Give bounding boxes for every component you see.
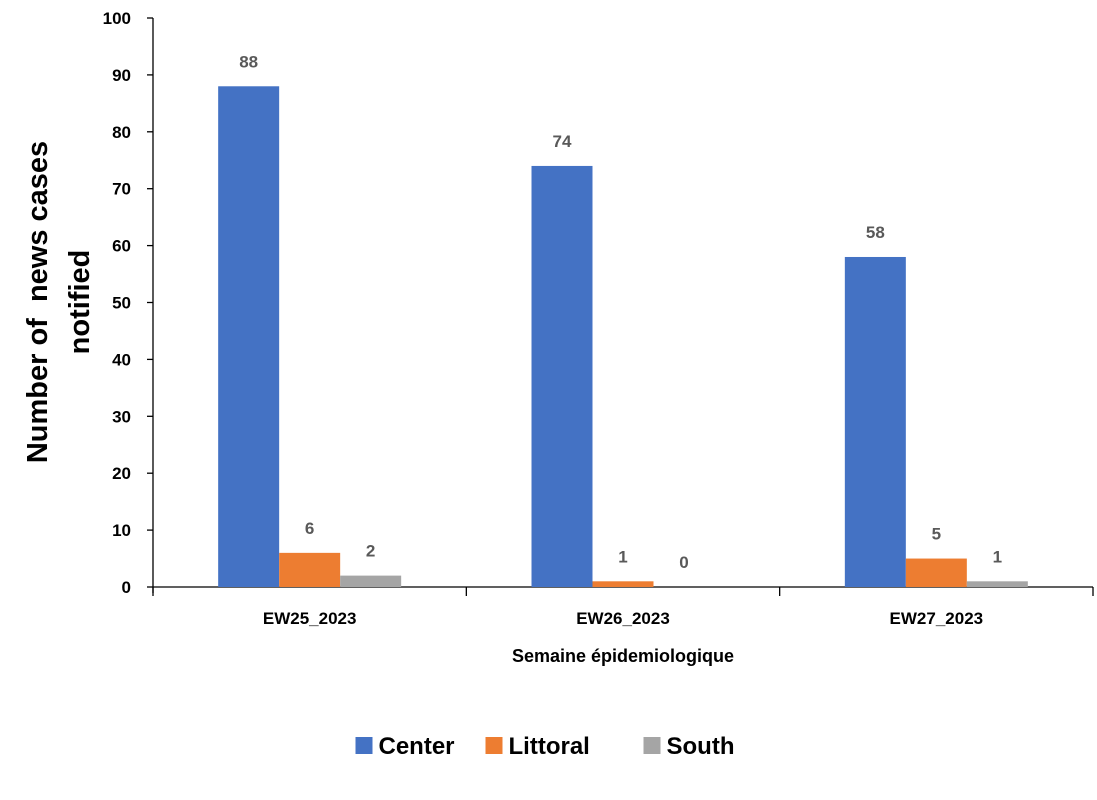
bar-center-ew26_2023	[531, 165, 593, 587]
y-tick-label: 50	[112, 294, 131, 313]
y-tick-label: 60	[112, 237, 131, 256]
bars	[218, 86, 1028, 587]
bar-center-ew27_2023	[844, 256, 906, 587]
y-tick-label: 80	[112, 123, 131, 142]
legend: Center Littoral South	[355, 733, 735, 760]
bar-littoral-ew26_2023	[592, 581, 654, 587]
bar-south-ew27_2023	[966, 581, 1028, 587]
data-label: 2	[366, 542, 375, 561]
legend-label: South	[667, 733, 735, 760]
x-tick-label: EW25_2023	[263, 609, 357, 628]
legend-item-littoral: Littoral	[485, 733, 590, 760]
data-label: 1	[618, 547, 627, 566]
data-label: 0	[679, 553, 688, 572]
legend-item-south: South	[643, 733, 735, 760]
bar-center-ew25_2023	[218, 86, 280, 587]
bar-littoral-ew25_2023	[279, 552, 341, 587]
x-axis-title: Semaine épidemiologique	[512, 646, 734, 666]
y-tick-label: 30	[112, 407, 131, 426]
y-tick-label: 40	[112, 350, 131, 369]
x-axis: EW25_2023 EW26_2023 EW27_2023	[152, 586, 1094, 628]
data-label: 1	[993, 547, 1002, 566]
data-label: 74	[553, 132, 572, 151]
y-axis: 0 10 20 30 40 50 60 70 80 90 100	[103, 9, 154, 597]
y-axis-title-text: Number of news cases notified	[22, 141, 96, 463]
y-tick-label: 10	[112, 521, 131, 540]
y-tick-label: 90	[112, 66, 131, 85]
bar-littoral-ew27_2023	[905, 558, 967, 587]
y-axis-title-line: notified	[64, 250, 96, 355]
y-tick-label: 20	[112, 464, 131, 483]
legend-swatch	[355, 737, 373, 754]
data-label: 88	[239, 52, 258, 71]
y-tick-label: 0	[122, 578, 131, 597]
legend-label: Littoral	[509, 733, 590, 760]
x-tick-label: EW27_2023	[890, 609, 984, 628]
legend-label: Center	[379, 733, 455, 760]
y-tick-label: 70	[112, 180, 131, 199]
y-tick-label: 100	[103, 9, 131, 28]
data-labels: 88 6 2 74 1 0 58 5 1	[239, 52, 1002, 572]
legend-swatch	[485, 737, 503, 754]
data-label: 58	[866, 223, 885, 242]
y-axis-title-line: Number of news cases	[22, 141, 54, 463]
bar-south-ew25_2023	[340, 575, 402, 587]
legend-item-center: Center	[355, 733, 455, 760]
data-label: 5	[932, 525, 941, 544]
y-axis-title: Number of news cases notified	[22, 141, 96, 463]
data-label: 6	[305, 519, 314, 538]
x-tick-label: EW26_2023	[576, 609, 670, 628]
legend-swatch	[643, 737, 661, 754]
